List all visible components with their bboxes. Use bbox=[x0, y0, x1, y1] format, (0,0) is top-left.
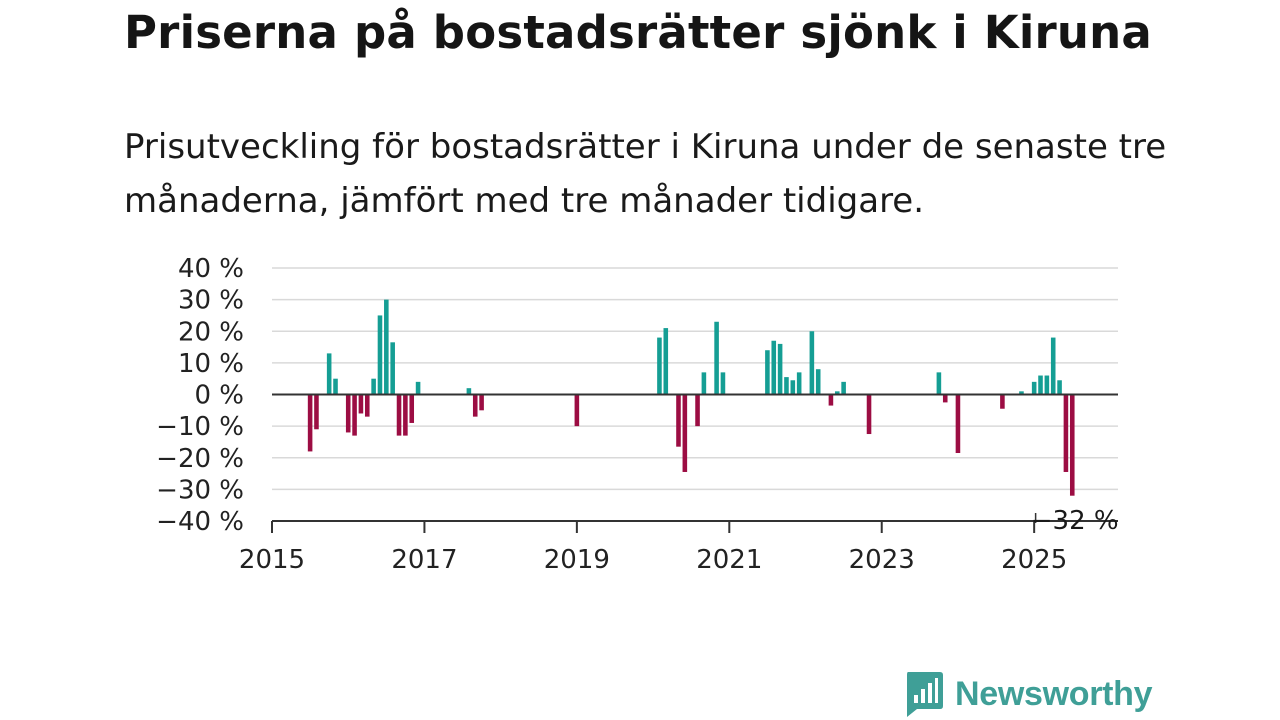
bar bbox=[1000, 394, 1005, 409]
bar bbox=[1019, 391, 1024, 395]
annotation-label: −32 % bbox=[1031, 506, 1119, 536]
y-tick-label: −40 % bbox=[156, 507, 244, 537]
y-tick-label: −20 % bbox=[156, 444, 244, 474]
bar bbox=[784, 377, 789, 395]
bar bbox=[936, 372, 942, 395]
bar bbox=[377, 315, 383, 395]
bar bbox=[352, 394, 357, 436]
bar bbox=[371, 378, 376, 395]
axes bbox=[271, 393, 1118, 533]
bar bbox=[333, 378, 338, 395]
x-tick-label: 2021 bbox=[696, 545, 762, 575]
chart-title: Priserna på bostadsrätter sjönk i Kiruna bbox=[124, 6, 1152, 59]
bar bbox=[720, 372, 726, 395]
bar bbox=[796, 372, 802, 395]
y-tick-label: 0 % bbox=[194, 381, 244, 411]
bar bbox=[1069, 394, 1075, 496]
bar bbox=[345, 394, 351, 433]
bar bbox=[714, 321, 719, 395]
bar bbox=[657, 337, 662, 395]
x-tick-label: 2023 bbox=[849, 545, 915, 575]
y-tick-label: −30 % bbox=[156, 475, 244, 505]
gridlines bbox=[272, 267, 1118, 491]
bar bbox=[815, 369, 821, 395]
bar bbox=[834, 391, 840, 395]
bar bbox=[479, 394, 484, 411]
x-tick-label: 2017 bbox=[391, 545, 457, 575]
bar bbox=[358, 394, 364, 414]
bar bbox=[866, 394, 872, 435]
bar bbox=[384, 299, 389, 395]
bar bbox=[307, 394, 313, 452]
y-tick-label: 20 % bbox=[178, 317, 244, 347]
bar bbox=[809, 331, 815, 395]
x-tick-label: 2019 bbox=[544, 545, 610, 575]
y-tick-label: 40 % bbox=[178, 254, 244, 284]
x-axis-labels: 2015 2017 2019 2021 2023 2025 bbox=[239, 545, 1067, 575]
y-axis-labels: 40 %30 %20 %10 %0 %−10 %−20 %−30 %−40 % bbox=[156, 254, 244, 537]
bar bbox=[1050, 337, 1056, 395]
bar bbox=[1063, 394, 1069, 472]
bar bbox=[701, 372, 707, 395]
y-tick-label: 30 % bbox=[178, 286, 244, 316]
bar bbox=[663, 328, 669, 395]
newsworthy-logo: Newsworthy bbox=[903, 668, 1153, 720]
bar bbox=[472, 394, 478, 417]
bar bbox=[1044, 375, 1050, 395]
y-tick-label: 10 % bbox=[178, 349, 244, 379]
bar bbox=[828, 394, 834, 406]
bar bbox=[1038, 375, 1043, 395]
bar bbox=[326, 353, 332, 395]
bar bbox=[790, 380, 796, 395]
y-tick-label: −10 % bbox=[156, 412, 244, 442]
bar bbox=[364, 394, 370, 417]
newsworthy-logo-icon bbox=[907, 672, 943, 717]
x-tick-label: 2015 bbox=[239, 545, 305, 575]
bar bbox=[942, 394, 948, 403]
bar bbox=[771, 340, 777, 395]
bar bbox=[390, 342, 395, 395]
bar bbox=[765, 350, 770, 395]
bar bbox=[676, 394, 681, 447]
x-tick-label: 2025 bbox=[1001, 545, 1067, 575]
bar bbox=[403, 394, 408, 436]
bar bbox=[777, 343, 783, 395]
bar bbox=[841, 381, 846, 395]
bar bbox=[314, 394, 319, 430]
bar bbox=[574, 394, 580, 427]
bar bbox=[1057, 380, 1062, 395]
annotation-layer: −32 % bbox=[1031, 506, 1119, 536]
bar bbox=[466, 388, 472, 395]
bar bbox=[409, 394, 415, 423]
brand-name: Newsworthy bbox=[955, 674, 1153, 713]
chart-subtitle: Prisutveckling för bostadsrätter i Kirun… bbox=[124, 127, 1167, 221]
bar bbox=[396, 394, 402, 436]
bar bbox=[955, 394, 961, 454]
bar bbox=[682, 394, 688, 472]
bar bbox=[415, 381, 421, 395]
bar bbox=[1031, 381, 1037, 395]
bar bbox=[695, 394, 700, 427]
bars bbox=[307, 299, 1075, 496]
bar-chart: 40 %30 %20 %10 %0 %−10 %−20 %−30 %−40 % … bbox=[156, 254, 1119, 575]
